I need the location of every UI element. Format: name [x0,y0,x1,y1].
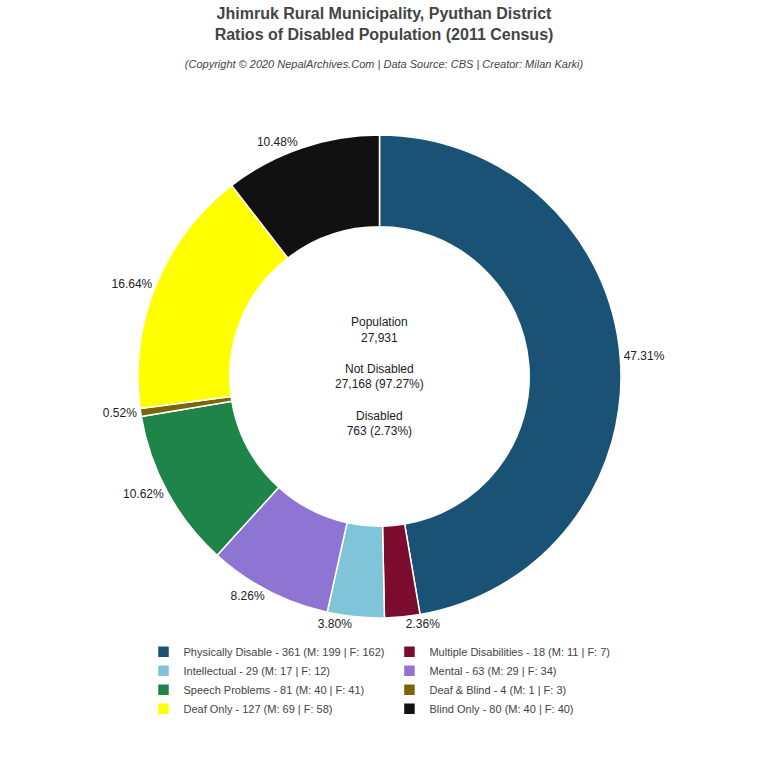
svg-text:16.64%: 16.64% [112,277,153,291]
svg-text:47.31%: 47.31% [624,349,665,363]
svg-text:3.80%: 3.80% [318,617,352,631]
svg-text:Blind Only - 80 (M: 40 | F: 40: Blind Only - 80 (M: 40 | F: 40) [429,703,573,715]
svg-text:Population27,931Not Disabled27: Population27,931Not Disabled27,168 (97.2… [335,315,424,438]
svg-text:(Copyright © 2020 NepalArchive: (Copyright © 2020 NepalArchives.Com | Da… [185,58,584,70]
svg-text:10.62%: 10.62% [123,487,164,501]
svg-text:Multiple Disabilities - 18 (M:: Multiple Disabilities - 18 (M: 11 | F: 7… [429,646,610,658]
svg-text:Speech Problems - 81 (M: 40 |: Speech Problems - 81 (M: 40 | F: 41) [184,684,365,696]
svg-text:8.26%: 8.26% [231,589,265,603]
svg-text:Deaf & Blind - 4 (M: 1 | F: 3): Deaf & Blind - 4 (M: 1 | F: 3) [429,684,566,696]
svg-text:0.52%: 0.52% [103,406,137,420]
svg-text:10.48%: 10.48% [257,135,298,149]
svg-text:2.36%: 2.36% [406,617,440,631]
svg-text:Deaf Only - 127 (M: 69 | F: 58: Deaf Only - 127 (M: 69 | F: 58) [184,703,333,715]
svg-text:Mental - 63 (M: 29 | F: 34): Mental - 63 (M: 29 | F: 34) [429,665,556,677]
svg-text:Intellectual - 29 (M: 17 | F:: Intellectual - 29 (M: 17 | F: 12) [184,665,331,677]
svg-text:Jhimruk Rural Municipality, Py: Jhimruk Rural Municipality, Pyuthan Dist… [215,5,554,43]
svg-text:Physically Disable - 361 (M: 1: Physically Disable - 361 (M: 199 | F: 16… [184,646,385,658]
